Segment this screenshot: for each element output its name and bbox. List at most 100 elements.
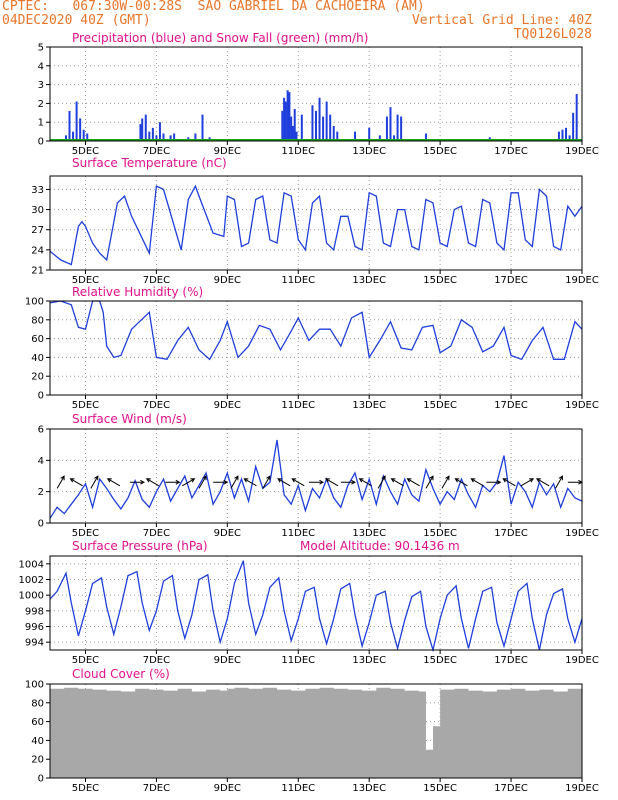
- precipitation-bar: [300, 114, 303, 141]
- precipitation-bar: [286, 90, 289, 141]
- x-tick-label: 9DEC: [214, 783, 241, 794]
- x-tick-label: 13DEC: [352, 146, 386, 157]
- precipitation-bar: [169, 135, 172, 141]
- y-tick-label: 0: [38, 137, 44, 148]
- y-tick-label: 20: [31, 755, 44, 766]
- y-tick-label: 1000: [19, 591, 44, 602]
- header-station: CPTEC: 067:30W-00:28S SAO GABRIEL DA CAC…: [2, 0, 425, 14]
- x-tick-label: 19DEC: [565, 655, 599, 666]
- wind-arrow: [425, 475, 434, 489]
- y-tick-label: 4: [38, 456, 44, 467]
- series-line: [49, 300, 583, 361]
- x-tick-label: 9DEC: [214, 275, 241, 286]
- wind-arrow: [262, 475, 271, 489]
- x-tick-label: 17DEC: [494, 783, 528, 794]
- wind-arrow: [198, 475, 207, 489]
- x-tick-label: 13DEC: [352, 783, 386, 794]
- x-tick-label: 15DEC: [423, 655, 457, 666]
- precipitation-bar: [295, 131, 298, 141]
- panel-title: Relative Humidity (%): [72, 285, 203, 299]
- panel-0: [46, 46, 583, 145]
- y-tick-label: 0: [38, 774, 44, 785]
- x-tick-label: 17DEC: [494, 528, 528, 539]
- wind-arrow: [309, 479, 325, 485]
- y-tick-label: 994: [25, 638, 44, 649]
- wind-arrow: [291, 478, 305, 487]
- x-tick-label: 17DEC: [494, 655, 528, 666]
- x-tick-label: 11DEC: [281, 783, 315, 794]
- precipitation-bar: [68, 110, 71, 141]
- x-tick-label: 15DEC: [423, 146, 457, 157]
- x-tick-label: 17DEC: [494, 146, 528, 157]
- wind-arrow: [520, 478, 534, 487]
- y-tick-label: 24: [31, 245, 44, 256]
- precipitation-bar: [141, 118, 144, 141]
- x-tick-label: 9DEC: [214, 146, 241, 157]
- panel-5: [46, 683, 583, 782]
- precipitation-bar: [72, 131, 75, 141]
- x-tick-label: 11DEC: [281, 655, 315, 666]
- panel-3: [46, 428, 583, 527]
- y-tick-label: 30: [31, 205, 44, 216]
- precipitation-bar: [293, 109, 296, 141]
- precipitation-bar: [148, 131, 151, 141]
- header-run-time: 04DEC2020 40Z (GMT): [2, 13, 151, 28]
- y-tick-label: 2: [38, 487, 44, 498]
- precipitation-bar: [575, 94, 578, 141]
- x-tick-label: 17DEC: [494, 275, 528, 286]
- precipitation-bar: [572, 112, 575, 141]
- wind-arrow: [567, 479, 583, 485]
- y-tick-label: 996: [25, 622, 44, 633]
- panel-frame: [49, 300, 583, 396]
- precipitation-bar: [144, 114, 147, 141]
- precipitation-bar: [284, 101, 287, 141]
- wind-arrow: [454, 478, 468, 487]
- series-line: [49, 560, 583, 653]
- precipitation-bar: [393, 135, 396, 141]
- x-tick-label: 7DEC: [143, 275, 170, 286]
- y-tick-label: 21: [31, 266, 44, 277]
- panel-title: Surface Pressure (hPa): [72, 539, 208, 553]
- x-tick-label: 13DEC: [352, 528, 386, 539]
- x-tick-label: 7DEC: [143, 783, 170, 794]
- wind-arrow: [390, 478, 404, 487]
- x-tick-label: 11DEC: [281, 146, 315, 157]
- x-tick-label: 7DEC: [143, 528, 170, 539]
- wind-arrow: [502, 478, 516, 487]
- cloud-cover-area: [50, 687, 582, 778]
- wind-arrow: [406, 478, 420, 487]
- wind-arrow: [182, 478, 196, 487]
- precipitation-bar: [158, 122, 161, 141]
- precipitation-bar: [311, 105, 314, 141]
- header-grid-line: Vertical Grid Line: 40Z: [411, 13, 592, 28]
- precipitation-bar: [86, 133, 89, 141]
- y-tick-label: 80: [31, 698, 44, 709]
- wind-arrow: [277, 478, 291, 487]
- wind-arrow: [340, 479, 356, 485]
- y-tick-label: 0: [38, 391, 44, 402]
- wind-arrow: [243, 478, 257, 487]
- precipitation-bar: [283, 97, 286, 141]
- precipitation-bar: [151, 127, 154, 141]
- wind-arrow: [213, 479, 229, 485]
- y-tick-label: 4: [38, 61, 44, 72]
- x-tick-label: 5DEC: [72, 528, 99, 539]
- precipitation-bar: [396, 114, 399, 141]
- wind-arrow: [441, 475, 450, 489]
- x-tick-label: 9DEC: [214, 528, 241, 539]
- y-tick-label: 5: [38, 43, 44, 54]
- precipitation-bar: [424, 133, 427, 141]
- series-line: [49, 184, 583, 266]
- x-tick-label: 15DEC: [423, 783, 457, 794]
- y-tick-label: 1: [38, 118, 44, 129]
- precipitation-bar: [329, 114, 332, 141]
- precipitation-bar: [557, 131, 560, 141]
- y-tick-label: 60: [31, 334, 44, 345]
- y-tick-label: 998: [25, 606, 44, 617]
- panel-title: Surface Wind (m/s): [72, 412, 187, 426]
- precipitation-bar: [173, 133, 176, 141]
- y-tick-label: 20: [31, 372, 44, 383]
- precipitation-bar: [290, 116, 293, 141]
- x-tick-label: 19DEC: [565, 146, 599, 157]
- series-line: [49, 439, 583, 519]
